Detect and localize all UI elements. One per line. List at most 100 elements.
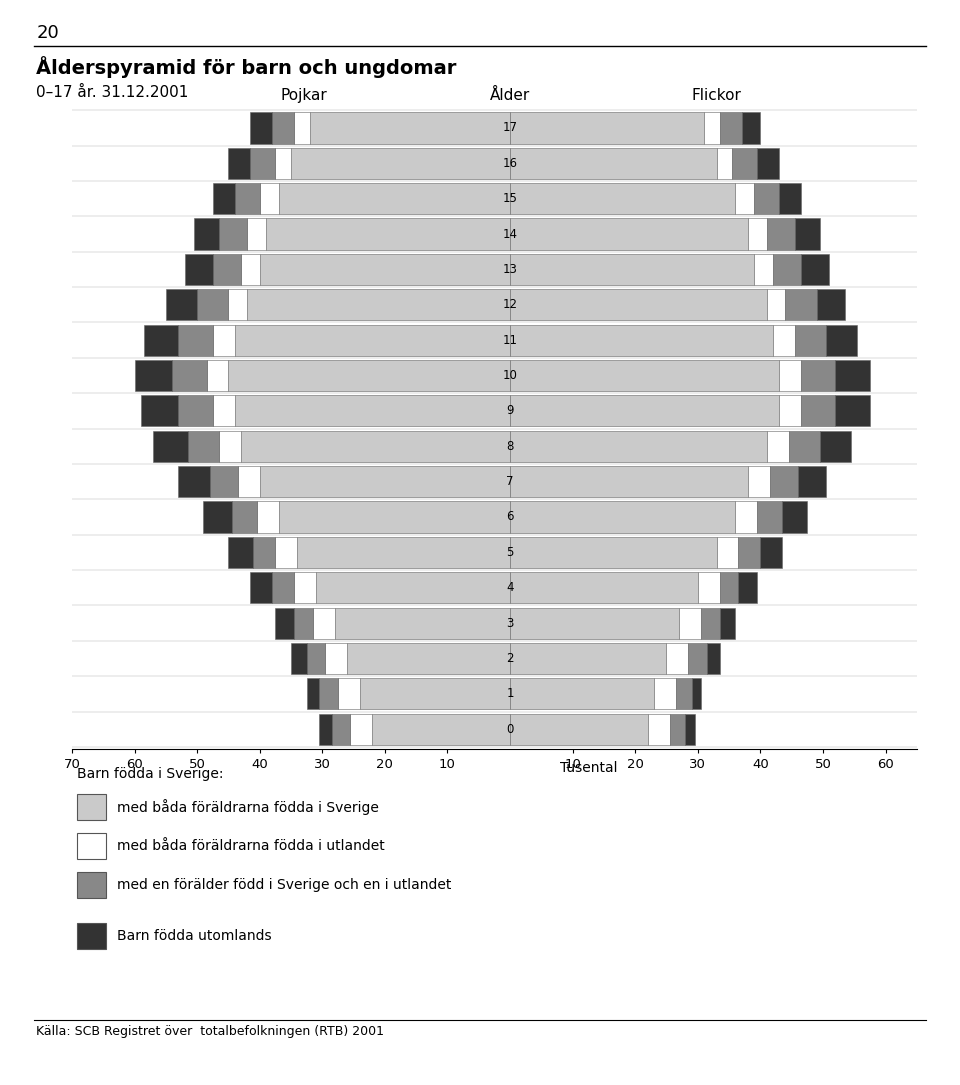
Bar (757, 148, 780, 179)
Text: Tusental: Tusental (560, 761, 617, 775)
Bar (251, 113, 273, 143)
Bar (510, 360, 780, 391)
Bar (720, 572, 738, 603)
Bar (654, 678, 676, 710)
Text: Flickor: Flickor (691, 88, 741, 103)
Bar (213, 183, 234, 214)
Bar (348, 643, 510, 674)
Bar (276, 608, 294, 639)
Bar (801, 254, 829, 285)
Bar (835, 360, 870, 391)
Bar (350, 714, 372, 744)
Bar (510, 537, 716, 567)
Bar (801, 360, 835, 391)
Bar (154, 431, 188, 462)
Bar (735, 183, 755, 214)
Bar (795, 324, 826, 356)
Bar (234, 324, 510, 356)
Bar (197, 290, 228, 320)
Text: 5: 5 (506, 546, 514, 559)
Bar (294, 113, 310, 143)
Bar (510, 608, 679, 639)
Bar (688, 643, 708, 674)
Text: 2: 2 (506, 652, 514, 665)
Bar (755, 183, 780, 214)
Bar (510, 254, 755, 285)
Bar (325, 643, 348, 674)
Bar (316, 572, 510, 603)
Bar (648, 714, 670, 744)
Bar (332, 714, 350, 744)
Bar (510, 395, 780, 426)
Text: 7: 7 (506, 475, 514, 488)
Text: Barn födda i Sverige:: Barn födda i Sverige: (77, 767, 224, 781)
Bar (266, 218, 510, 250)
Bar (276, 148, 291, 179)
Bar (773, 324, 795, 356)
Bar (510, 290, 767, 320)
Bar (679, 608, 701, 639)
Bar (306, 678, 319, 710)
Bar (510, 183, 735, 214)
Bar (760, 537, 782, 567)
Bar (228, 537, 253, 567)
Bar (510, 714, 648, 744)
Bar (234, 183, 260, 214)
Bar (194, 218, 219, 250)
Bar (701, 608, 720, 639)
Bar (166, 290, 197, 320)
Bar (306, 643, 325, 674)
Bar (209, 467, 238, 497)
Text: 13: 13 (503, 263, 517, 276)
Bar (294, 608, 313, 639)
Bar (770, 467, 798, 497)
Bar (704, 113, 720, 143)
Bar (716, 148, 732, 179)
Bar (755, 254, 773, 285)
Bar (172, 360, 206, 391)
Bar (720, 113, 741, 143)
Text: Barn födda utomlands: Barn födda utomlands (117, 930, 272, 943)
Bar (360, 678, 510, 710)
Text: 17: 17 (502, 122, 517, 135)
Bar (251, 148, 276, 179)
Bar (134, 360, 172, 391)
Bar (780, 183, 801, 214)
Bar (676, 678, 691, 710)
Bar (260, 254, 510, 285)
Bar (294, 572, 316, 603)
Text: 14: 14 (502, 228, 517, 241)
Text: 1: 1 (506, 687, 514, 700)
Text: med båda föräldrarna födda i Sverige: med båda föräldrarna födda i Sverige (117, 800, 379, 815)
Text: 10: 10 (503, 369, 517, 382)
Bar (228, 360, 510, 391)
Bar (179, 324, 213, 356)
Bar (510, 678, 654, 710)
Bar (241, 254, 260, 285)
Bar (260, 183, 278, 214)
Bar (310, 113, 510, 143)
Bar (510, 324, 773, 356)
Bar (248, 290, 510, 320)
Bar (820, 431, 852, 462)
Bar (666, 643, 688, 674)
Bar (313, 608, 335, 639)
Bar (757, 501, 782, 533)
Text: med en förälder född i Sverige och en i utlandet: med en förälder född i Sverige och en i … (117, 879, 451, 892)
Bar (788, 431, 820, 462)
Bar (670, 714, 685, 744)
Bar (510, 467, 748, 497)
Bar (798, 467, 826, 497)
Bar (319, 714, 332, 744)
Bar (241, 431, 510, 462)
Text: med båda föräldrarna födda i utlandet: med båda föräldrarna födda i utlandet (117, 840, 385, 853)
Bar (319, 678, 338, 710)
Bar (795, 218, 820, 250)
Bar (782, 501, 807, 533)
Bar (278, 501, 510, 533)
Bar (735, 501, 757, 533)
Bar (248, 218, 266, 250)
Text: 6: 6 (506, 511, 514, 523)
Bar (213, 395, 234, 426)
Bar (273, 572, 294, 603)
